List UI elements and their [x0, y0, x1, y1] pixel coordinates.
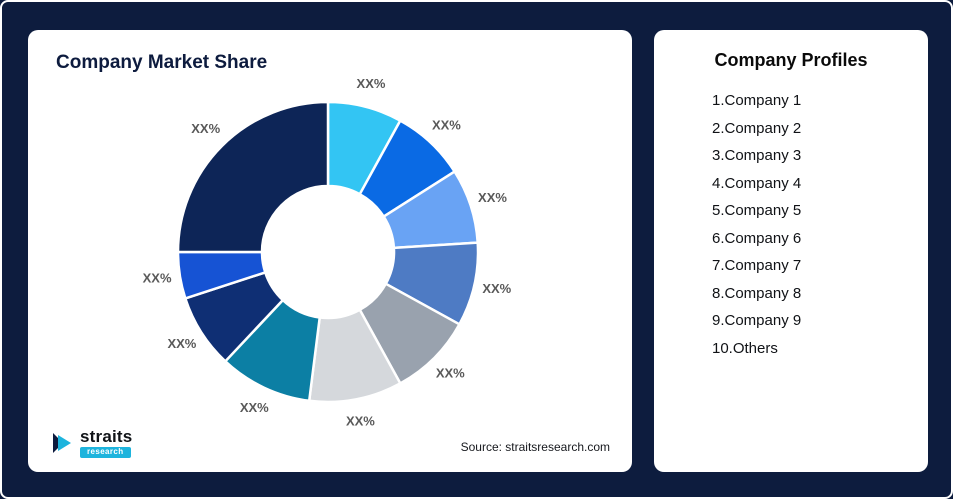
slice-label: XX% [482, 281, 511, 296]
market-share-card: Company Market Share XX% XX% XX% XX% XX% XX% X… [28, 30, 632, 472]
company-profile-item: 3.Company 3 [712, 147, 802, 164]
company-profile-item: 4.Company 4 [712, 174, 802, 192]
company-profile-item: 1.Company 1 [712, 92, 802, 109]
company-profile-item: 7.Company 7 [712, 257, 802, 274]
slice-label: XX% [432, 117, 461, 132]
company-profile-item: 5.Company 5 [712, 202, 802, 219]
company-profile-item: 9.Company 9 [712, 312, 802, 329]
slice-label: XX% [478, 190, 507, 205]
logo-subtext: research [80, 447, 131, 458]
straits-logo-icon [53, 433, 71, 453]
company-profile-item: 2.Company 2 [712, 119, 802, 137]
profiles-card: Company Profiles 1.Company 1 2.Company 2 3… [654, 30, 928, 472]
slice-label: XX% [240, 400, 269, 415]
company-profiles-list: 1.Company 1 2.Company 2 3.Company 3 4.Compa… [654, 87, 928, 362]
slice-label: XX% [436, 366, 465, 381]
company-profile-item: 6.Company 6 [712, 229, 802, 247]
donut-slice [176, 100, 330, 254]
slice-label: XX% [346, 413, 375, 428]
market-share-title: Company Market Share [56, 52, 268, 73]
logo-text: straits [80, 427, 133, 446]
slice-label: XX% [167, 336, 196, 351]
company-profile-item: 10.Others [712, 339, 778, 357]
source-text: Source: straitsresearch.com [460, 440, 610, 454]
company-profile-item: 8.Company 8 [712, 284, 802, 302]
profiles-title: Company Profiles [714, 50, 868, 70]
straits-logo: straits research [50, 428, 132, 458]
slice-label: XX% [143, 271, 172, 286]
slice-label: XX% [191, 121, 220, 136]
slice-label: XX% [357, 76, 386, 91]
straits-logo-text: straits research [80, 428, 132, 458]
donut-chart: XX% XX% XX% XX% XX% XX% XX% XX% XX% XX% [143, 76, 512, 428]
